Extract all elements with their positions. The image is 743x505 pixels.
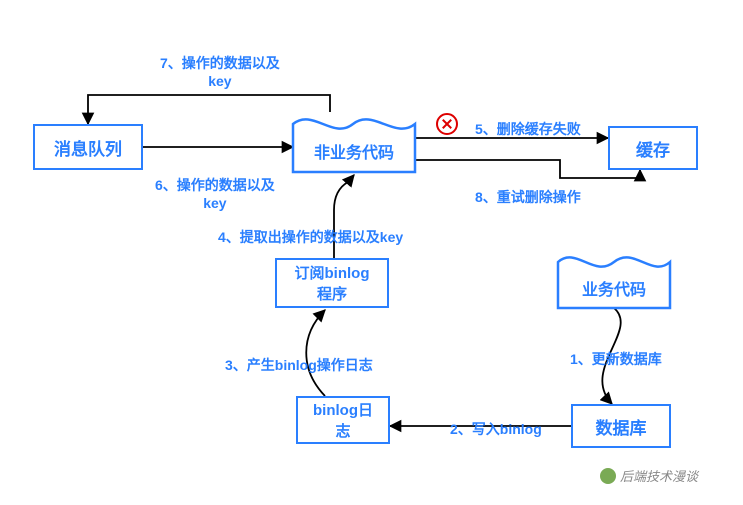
node-bizcode: 业务代码 <box>558 268 670 308</box>
node-mq: 消息队列 <box>33 124 143 170</box>
node-db-label: 数据库 <box>596 414 647 439</box>
node-cache-label: 缓存 <box>636 136 670 161</box>
node-binlog: binlog日 志 <box>296 396 390 444</box>
edge-8-label: 8、重试删除操作 <box>475 188 581 206</box>
wechat-icon <box>600 468 616 484</box>
node-db: 数据库 <box>571 404 671 448</box>
watermark: 后端技术漫谈 <box>600 466 698 485</box>
node-binlog-label: binlog日 志 <box>313 399 373 441</box>
node-mq-label: 消息队列 <box>54 135 122 160</box>
edge-1-label: 1、更新数据库 <box>570 350 662 368</box>
node-cache: 缓存 <box>608 126 698 170</box>
edge-5-label: 5、删除缓存失败 <box>475 120 581 138</box>
node-sub-label: 订阅binlog 程序 <box>295 262 370 304</box>
node-nonbiz: 非业务代码 <box>293 130 415 172</box>
watermark-text: 后端技术漫谈 <box>620 466 698 485</box>
node-sub: 订阅binlog 程序 <box>275 258 389 308</box>
edge-8 <box>415 160 640 178</box>
edge-4-label: 4、提取出操作的数据以及key <box>218 228 403 246</box>
fail-icon <box>436 113 458 135</box>
edge-3 <box>306 310 325 396</box>
edge-7 <box>88 95 330 124</box>
node-nonbiz-label: 非业务代码 <box>314 139 394 163</box>
edge-6-label: 6、操作的数据以及 key <box>155 176 275 212</box>
edge-7-label: 7、操作的数据以及 key <box>160 54 280 90</box>
edge-2-label: 2、写入binlog <box>450 420 542 438</box>
node-bizcode-label: 业务代码 <box>582 276 646 300</box>
edge-3-label: 3、产生binlog操作日志 <box>225 356 373 374</box>
